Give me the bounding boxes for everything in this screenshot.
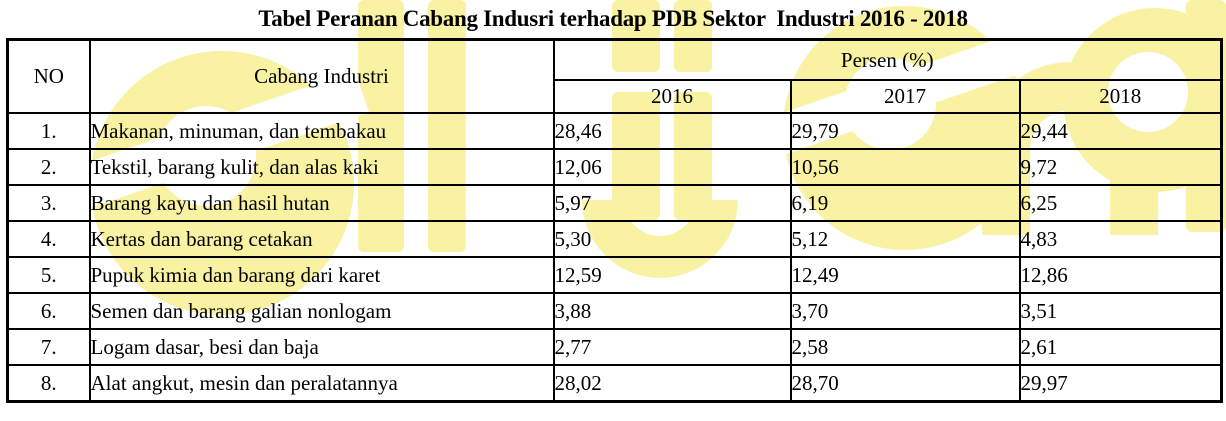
- row-branch: Kertas dan barang cetakan: [88, 220, 555, 258]
- value-2017: 10,56: [789, 148, 1021, 186]
- col-header-no: NO: [6, 38, 91, 114]
- value-2016: 28,46: [552, 112, 792, 150]
- row-branch: Makanan, minuman, dan tembakau: [88, 112, 555, 150]
- col-header-branch: Cabang Industri: [88, 38, 555, 114]
- value-2017: 12,49: [789, 256, 1021, 294]
- row-branch: Tekstil, barang kulit, dan alas kaki: [88, 148, 555, 186]
- table-row: 4. Kertas dan barang cetakan 5,30 5,12 4…: [6, 220, 1223, 258]
- header-row-years: 2016 2017 2018: [8, 79, 1223, 114]
- table-row: 2. Tekstil, barang kulit, dan alas kaki …: [6, 148, 1223, 186]
- value-2016: 3,88: [552, 292, 792, 330]
- row-branch: Semen dan barang galian nonlogam: [88, 292, 555, 330]
- value-2018: 4,83: [1018, 220, 1223, 258]
- value-2017: 28,70: [789, 364, 1021, 403]
- value-2018: 6,25: [1018, 184, 1223, 222]
- row-no: 1.: [6, 112, 91, 150]
- table-row: 8. Alat angkut, mesin dan peralatannya 2…: [6, 364, 1223, 403]
- row-branch: Barang kayu dan hasil hutan: [88, 184, 555, 222]
- value-2016: 5,97: [552, 184, 792, 222]
- table-row: 7. Logam dasar, besi dan baja 2,77 2,58 …: [6, 328, 1223, 366]
- row-branch: Logam dasar, besi dan baja: [88, 328, 555, 366]
- row-no: 8.: [6, 364, 91, 403]
- industry-pdb-table: NO Cabang Industri Persen (%) 2016 2017 …: [6, 38, 1224, 403]
- row-branch: Pupuk kimia dan barang dari karet: [88, 256, 555, 294]
- row-no: 7.: [6, 328, 91, 366]
- value-2016: 2,77: [552, 328, 792, 366]
- value-2018: 3,51: [1018, 292, 1223, 330]
- value-2017: 6,19: [789, 184, 1021, 222]
- value-2018: 12,86: [1018, 256, 1223, 294]
- value-2018: 29,44: [1018, 112, 1223, 150]
- row-no: 6.: [6, 292, 91, 330]
- table-row: 6. Semen dan barang galian nonlogam 3,88…: [6, 292, 1223, 330]
- value-2018: 29,97: [1018, 364, 1223, 403]
- value-2017: 29,79: [789, 112, 1021, 150]
- value-2017: 5,12: [789, 220, 1021, 258]
- value-2018: 2,61: [1018, 328, 1223, 366]
- value-2016: 5,30: [552, 220, 792, 258]
- page-title: Tabel Peranan Cabang Indusri terhadap PD…: [258, 6, 968, 31]
- table-row: 1. Makanan, minuman, dan tembakau 28,46 …: [6, 112, 1223, 150]
- row-no: 2.: [6, 148, 91, 186]
- table-row: 3. Barang kayu dan hasil hutan 5,97 6,19…: [6, 184, 1223, 222]
- row-no: 4.: [6, 220, 91, 258]
- value-2017: 2,58: [789, 328, 1021, 366]
- col-header-2016: 2016: [552, 79, 792, 114]
- col-header-2018: 2018: [1018, 79, 1223, 114]
- row-branch: Alat angkut, mesin dan peralatannya: [88, 364, 555, 403]
- row-no: 3.: [6, 184, 91, 222]
- table-row: 5. Pupuk kimia dan barang dari karet 12,…: [6, 256, 1223, 294]
- value-2018: 9,72: [1018, 148, 1223, 186]
- value-2016: 28,02: [552, 364, 792, 403]
- header-row-group: NO Cabang Industri Persen (%): [6, 38, 1223, 114]
- value-2016: 12,59: [552, 256, 792, 294]
- value-2017: 3,70: [789, 292, 1021, 330]
- col-header-percent-group: Persen (%): [552, 38, 1223, 81]
- value-2016: 12,06: [552, 148, 792, 186]
- row-no: 5.: [6, 256, 91, 294]
- col-header-2017: 2017: [789, 79, 1021, 114]
